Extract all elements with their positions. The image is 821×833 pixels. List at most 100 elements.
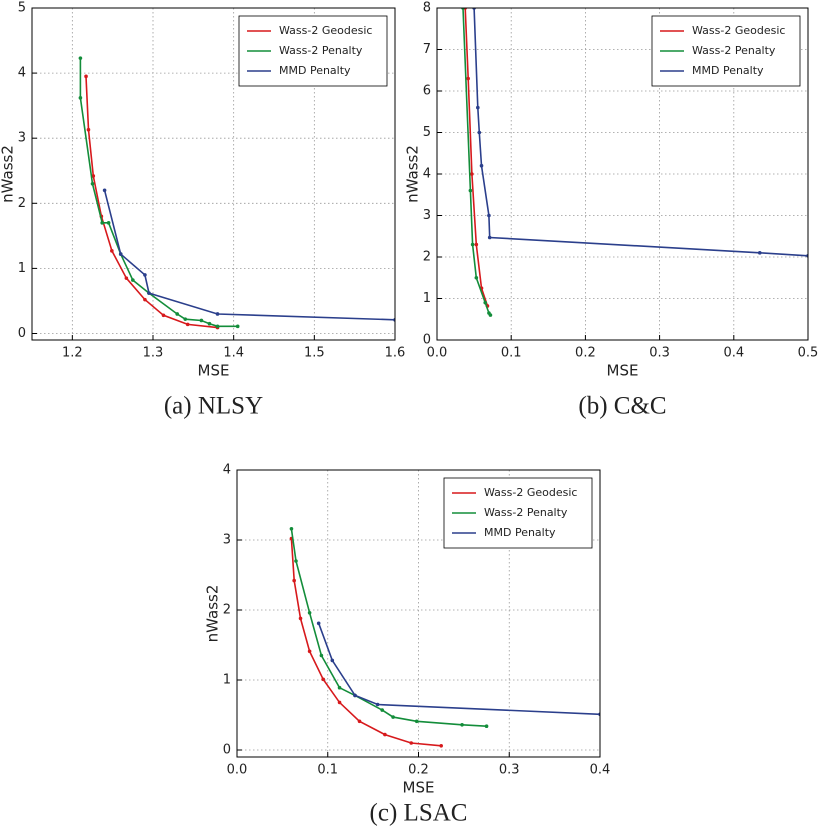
legend-label: Wass-2 Penalty [279, 44, 363, 57]
y-tick-label: 2 [423, 250, 431, 265]
y-tick-label: 5 [423, 125, 431, 140]
chart: 1.2 1.3 1.4 1.5 1.6 0 1 2 3 4 5 MSE nWass2 (a) NLSY Wa… [0, 1, 405, 420]
data-point [298, 616, 303, 621]
x-tick-label: 0.3 [649, 346, 670, 361]
data-point [292, 578, 296, 583]
data-point [175, 312, 179, 316]
data-point [215, 312, 220, 316]
y-axis-label: nWass2 [404, 145, 422, 203]
data-point [383, 732, 387, 737]
y-tick-label: 1 [18, 261, 26, 276]
data-point [460, 723, 464, 727]
data-point [483, 300, 488, 305]
data-point [409, 741, 414, 745]
series-line [103, 190, 395, 321]
legend: Wass-2 Geodesic Wass-2 Penalty MMD Penalty [238, 15, 388, 87]
series-line [79, 58, 238, 328]
data-point [183, 317, 188, 321]
data-point [307, 611, 312, 615]
x-tick-label: 1.4 [223, 346, 244, 361]
data-point [118, 252, 123, 256]
data-point [337, 700, 342, 705]
legend: Wass-2 Geodesic Wass-2 Penalty MMD Penalty [651, 15, 801, 87]
data-point [78, 56, 83, 60]
legend-label: MMD Penalty [692, 64, 764, 77]
data-point [391, 715, 395, 719]
x-axis-label: MSE [607, 362, 639, 380]
data-point [474, 275, 479, 280]
data-point [78, 96, 83, 100]
x-tick-label: 0.0 [227, 763, 248, 778]
series-line [473, 8, 808, 257]
data-point [147, 291, 151, 295]
y-tick-label: 3 [18, 131, 26, 146]
x-tick-label: 0.1 [501, 346, 522, 361]
data-point [235, 324, 240, 329]
data-point [106, 221, 111, 225]
plot-frame [31, 7, 396, 341]
y-tick-label: 6 [423, 84, 431, 99]
chart: 0.0 0.1 0.2 0.3 0.4 0 1 2 3 4 MSE nWass2 (c) LSAC Was… [204, 463, 611, 827]
y-tick-label: 7 [423, 42, 431, 57]
x-tick-label: 0.4 [723, 346, 744, 361]
data-point [90, 181, 95, 186]
data-point [330, 658, 335, 663]
x-tick-label: 1.2 [62, 346, 83, 361]
x-tick-label: 1.5 [304, 346, 325, 361]
x-tick-label: 0.4 [590, 763, 611, 778]
legend-label: Wass-2 Geodesic [692, 24, 785, 37]
legend: Wass-2 Geodesic Wass-2 Penalty MMD Penalty [443, 477, 593, 549]
data-point [207, 321, 212, 326]
data-point [131, 278, 135, 282]
legend-label: Wass-2 Geodesic [279, 24, 372, 37]
data-point [143, 273, 147, 277]
legend-label: MMD Penalty [484, 526, 556, 539]
legend-label: Wass-2 Geodesic [484, 486, 577, 499]
data-point [319, 653, 324, 658]
data-point [474, 242, 479, 247]
y-tick-label: 2 [18, 196, 26, 211]
x-axis-label: MSE [403, 779, 435, 797]
data-point [185, 322, 190, 327]
data-point [143, 297, 147, 302]
series-line [85, 76, 218, 329]
data-point [476, 105, 480, 110]
series-line [317, 623, 600, 716]
data-point [380, 708, 385, 712]
y-tick-label: 0 [223, 743, 231, 758]
x-tick-label: 0.1 [317, 763, 338, 778]
chart: 0.0 0.1 0.2 0.3 0.4 0.5 0 1 2 3 4 5 6 7 8 MSE nWass2 (b) … [404, 1, 819, 420]
y-tick-label: 1 [423, 291, 431, 306]
y-tick-label: 8 [423, 1, 431, 16]
data-point [294, 559, 298, 563]
x-tick-label: 0.5 [798, 346, 819, 361]
plot-frame [236, 469, 601, 758]
data-point [321, 677, 326, 682]
x-tick-label: 0.0 [427, 346, 448, 361]
y-tick-label: 2 [223, 603, 231, 618]
y-tick-label: 3 [223, 533, 231, 548]
data-point [487, 235, 492, 240]
series-line [290, 538, 442, 747]
data-point [488, 313, 493, 317]
data-point [468, 188, 473, 193]
x-tick-label: 0.2 [408, 763, 429, 778]
data-point [757, 251, 762, 255]
x-axis-label: MSE [198, 362, 230, 380]
data-point [484, 724, 489, 728]
y-tick-label: 4 [423, 167, 431, 182]
y-tick-label: 4 [223, 463, 231, 478]
caption: (c) LSAC [370, 800, 468, 827]
y-tick-label: 3 [423, 208, 431, 223]
caption: (a) NLSY [164, 393, 263, 420]
y-tick-label: 5 [18, 1, 26, 16]
data-point [102, 188, 107, 193]
y-tick-label: 4 [18, 66, 26, 81]
data-point [470, 242, 475, 247]
data-point [91, 174, 96, 178]
data-point [414, 719, 419, 724]
legend-label: Wass-2 Penalty [484, 506, 568, 519]
data-point [307, 649, 312, 654]
data-point [466, 76, 470, 81]
